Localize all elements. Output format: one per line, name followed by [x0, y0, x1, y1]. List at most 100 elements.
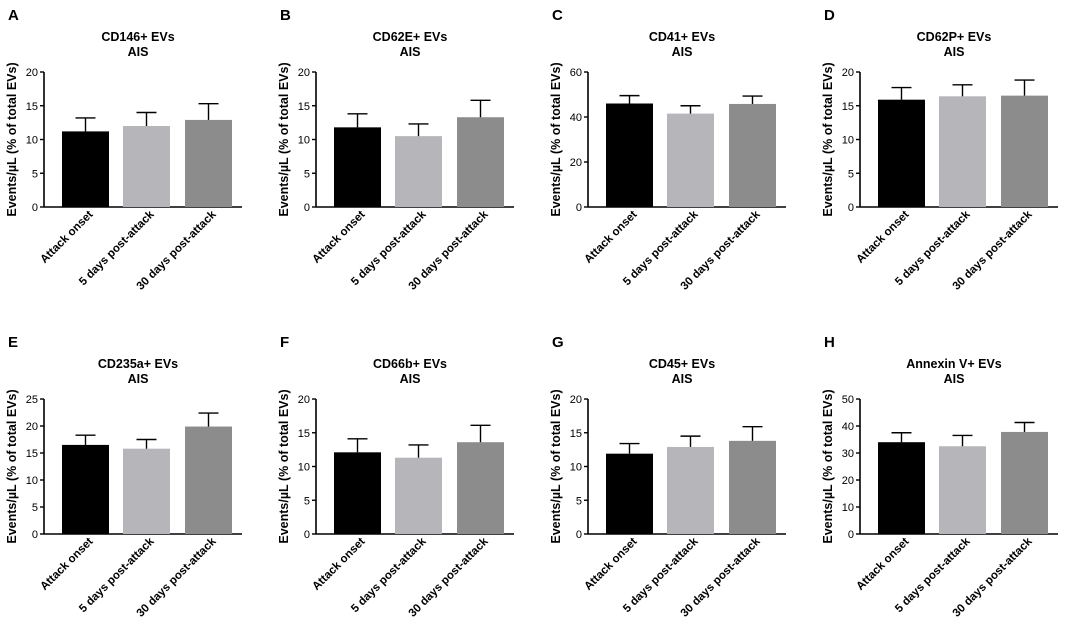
panel-letter: H: [824, 334, 835, 351]
y-tick-label: 30: [842, 448, 854, 460]
bar: [606, 103, 653, 207]
y-axis-label: Events/µL (% of total EVs): [549, 389, 563, 543]
y-axis-label: Events/µL (% of total EVs): [821, 389, 835, 543]
bar: [878, 99, 925, 207]
chart-title: CD62P+ EVs: [917, 30, 992, 44]
bar: [62, 444, 109, 534]
y-tick-label: 20: [842, 67, 854, 79]
bar: [939, 96, 986, 207]
y-tick-label: 10: [26, 135, 38, 147]
y-tick-label: 25: [26, 394, 38, 406]
y-tick-label: 5: [576, 495, 582, 507]
bar: [334, 452, 381, 534]
chart-title: CD235a+ EVs: [98, 357, 178, 371]
chart-subtitle: AIS: [944, 45, 965, 59]
y-tick-label: 5: [304, 495, 310, 507]
y-tick-label: 20: [570, 157, 582, 169]
x-tick-label: Attack onset: [310, 209, 367, 266]
panel-letter: G: [552, 334, 564, 351]
chart-subtitle: AIS: [128, 372, 149, 386]
bar: [395, 457, 442, 534]
bar: [457, 117, 504, 207]
y-tick-label: 20: [570, 394, 582, 406]
y-axis-label: Events/µL (% of total EVs): [277, 62, 291, 216]
y-tick-label: 10: [26, 475, 38, 487]
panel-letter: B: [280, 7, 291, 24]
y-tick-label: 20: [298, 394, 310, 406]
x-tick-label: Attack onset: [854, 209, 911, 266]
x-tick-label: Attack onset: [582, 536, 639, 593]
y-tick-label: 10: [298, 135, 310, 147]
y-tick-label: 15: [298, 428, 310, 440]
y-tick-label: 40: [570, 112, 582, 124]
y-tick-label: 5: [32, 168, 38, 180]
bar: [1001, 431, 1048, 534]
y-tick-label: 10: [298, 462, 310, 474]
bar: [667, 446, 714, 534]
panel-letter: E: [8, 334, 18, 351]
y-tick-label: 20: [842, 475, 854, 487]
bar: [606, 453, 653, 534]
chart-title: CD45+ EVs: [649, 357, 715, 371]
y-tick-label: 40: [842, 421, 854, 433]
y-tick-label: 5: [848, 168, 854, 180]
y-tick-label: 5: [304, 168, 310, 180]
chart-subtitle: AIS: [672, 372, 693, 386]
y-tick-label: 0: [576, 202, 582, 214]
bar: [457, 442, 504, 534]
bar: [667, 113, 714, 207]
y-tick-label: 15: [298, 101, 310, 113]
x-tick-label: Attack onset: [38, 536, 95, 593]
x-tick-label: Attack onset: [854, 536, 911, 593]
bar: [334, 127, 381, 207]
y-tick-label: 0: [32, 202, 38, 214]
bar: [878, 442, 925, 534]
x-tick-label: Attack onset: [582, 209, 639, 266]
y-axis-label: Events/µL (% of total EVs): [5, 62, 19, 216]
chart-title: CD146+ EVs: [101, 30, 174, 44]
chart-subtitle: AIS: [128, 45, 149, 59]
bar: [395, 136, 442, 207]
y-tick-label: 50: [842, 394, 854, 406]
chart-subtitle: AIS: [400, 45, 421, 59]
y-axis-label: Events/µL (% of total EVs): [277, 389, 291, 543]
y-axis-label: Events/µL (% of total EVs): [549, 62, 563, 216]
chart-title: CD66b+ EVs: [373, 357, 447, 371]
y-tick-label: 60: [570, 67, 582, 79]
bar: [939, 446, 986, 534]
panel-letter: F: [280, 334, 289, 351]
y-tick-label: 0: [304, 202, 310, 214]
y-tick-label: 10: [842, 502, 854, 514]
chart-title: CD41+ EVs: [649, 30, 715, 44]
y-axis-label: Events/µL (% of total EVs): [5, 389, 19, 543]
x-tick-label: Attack onset: [38, 209, 95, 266]
y-tick-label: 0: [304, 529, 310, 541]
bar: [1001, 95, 1048, 207]
y-tick-label: 15: [570, 428, 582, 440]
y-tick-label: 15: [842, 101, 854, 113]
y-tick-label: 15: [26, 448, 38, 460]
chart-subtitle: AIS: [672, 45, 693, 59]
y-tick-label: 0: [576, 529, 582, 541]
bar: [123, 448, 170, 534]
y-tick-label: 10: [842, 135, 854, 147]
y-tick-label: 0: [848, 529, 854, 541]
bar: [185, 119, 232, 207]
panel-letter: A: [8, 7, 19, 24]
y-tick-label: 0: [848, 202, 854, 214]
bar: [185, 426, 232, 534]
y-tick-label: 20: [26, 67, 38, 79]
bar: [729, 103, 776, 207]
chart-subtitle: AIS: [400, 372, 421, 386]
y-tick-label: 20: [298, 67, 310, 79]
panel-letter: D: [824, 7, 835, 24]
y-axis-label: Events/µL (% of total EVs): [821, 62, 835, 216]
